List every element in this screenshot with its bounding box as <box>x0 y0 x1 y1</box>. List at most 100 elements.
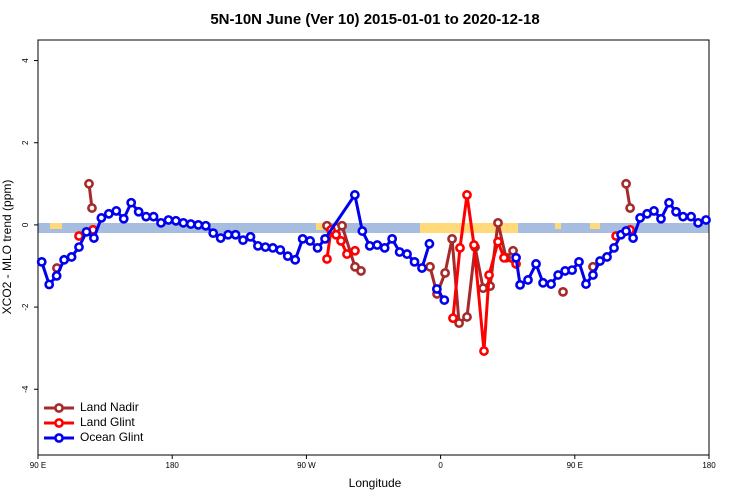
point <box>462 312 472 322</box>
point <box>44 279 55 290</box>
point <box>350 245 360 256</box>
point <box>74 242 84 252</box>
point <box>245 231 256 242</box>
y-axis-label: XCO2 - MLO trend (ppm) <box>0 180 14 315</box>
point <box>126 197 137 208</box>
y-tick-label: 2 <box>21 140 30 145</box>
point <box>193 220 204 230</box>
land-band <box>50 223 62 229</box>
point <box>431 284 442 294</box>
point <box>267 243 278 253</box>
point <box>574 256 584 267</box>
point <box>656 213 666 224</box>
point <box>118 213 129 224</box>
point <box>87 203 97 213</box>
x-tick-label: 180 <box>166 461 180 470</box>
point <box>356 266 366 276</box>
y-tick-label: 4 <box>21 58 30 63</box>
y-tick-label: -2 <box>21 303 30 311</box>
legend-label: Land Glint <box>80 415 135 429</box>
point <box>447 233 457 244</box>
chart-title: 5N-10N June (Ver 10) 2015-01-01 to 2020-… <box>210 11 539 28</box>
point <box>609 243 619 253</box>
point <box>215 233 226 243</box>
point <box>230 229 241 240</box>
point <box>84 178 94 189</box>
point <box>111 206 122 216</box>
point <box>469 240 479 250</box>
point <box>36 256 47 267</box>
legend-label: Ocean Glint <box>80 430 144 444</box>
point <box>621 178 631 189</box>
plot-frame <box>37 39 710 456</box>
point <box>349 190 360 200</box>
point <box>156 217 166 228</box>
point <box>462 190 472 200</box>
point <box>625 203 636 213</box>
point <box>649 206 659 216</box>
point <box>454 318 464 329</box>
point <box>185 219 196 229</box>
point <box>51 270 62 281</box>
point <box>686 211 697 222</box>
series-line <box>87 183 632 326</box>
surface-band <box>38 223 709 233</box>
point <box>402 249 412 259</box>
point <box>260 242 271 252</box>
point <box>499 252 509 263</box>
point <box>671 206 681 217</box>
land-band <box>420 223 518 233</box>
point <box>448 313 458 324</box>
point <box>331 229 341 240</box>
point <box>678 211 688 222</box>
point <box>342 249 352 259</box>
point <box>693 217 704 228</box>
point <box>89 233 99 243</box>
point <box>479 346 489 356</box>
point <box>621 226 631 236</box>
point <box>282 251 293 262</box>
point <box>171 215 181 226</box>
point <box>290 254 301 265</box>
legend-label: Land Nadir <box>80 400 139 414</box>
point <box>96 213 107 223</box>
point <box>602 252 612 262</box>
point <box>701 215 711 225</box>
point <box>336 236 346 246</box>
point <box>387 233 398 244</box>
point <box>553 270 563 280</box>
x-tick-label: 90 W <box>297 461 316 470</box>
point <box>581 279 591 289</box>
point <box>409 256 420 267</box>
point <box>305 236 316 246</box>
point <box>588 270 598 280</box>
point <box>103 208 114 219</box>
x-axis-label: Longitude <box>349 476 402 490</box>
point <box>337 220 347 231</box>
point <box>546 279 556 289</box>
point <box>322 254 332 264</box>
point <box>238 235 248 246</box>
point <box>628 233 639 243</box>
point <box>394 247 405 257</box>
legend-marker <box>54 433 64 443</box>
land-band <box>590 223 600 229</box>
point <box>148 211 159 222</box>
point <box>523 275 533 285</box>
point <box>200 220 211 231</box>
land-band <box>555 223 561 229</box>
point <box>439 295 450 305</box>
point <box>364 240 375 251</box>
point <box>511 252 521 263</box>
point <box>297 233 308 244</box>
point <box>455 243 465 253</box>
legend-marker <box>54 418 64 428</box>
point <box>208 228 219 239</box>
point <box>595 256 605 266</box>
point <box>81 226 92 237</box>
ocean-band <box>38 223 709 233</box>
point <box>567 265 578 275</box>
point <box>484 270 494 280</box>
point <box>141 211 152 222</box>
